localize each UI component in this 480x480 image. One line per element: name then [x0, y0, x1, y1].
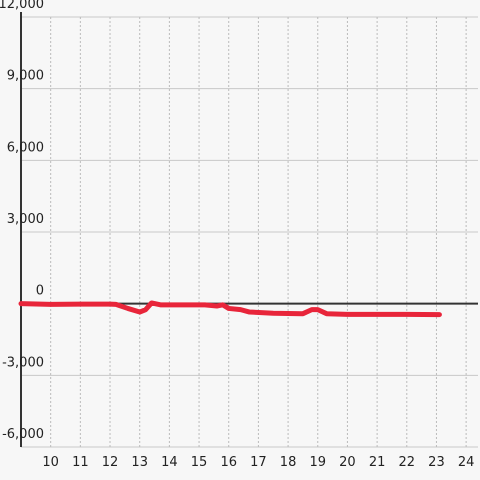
- x-tick-label: 20: [339, 455, 356, 470]
- x-tick-label: 15: [191, 455, 208, 470]
- x-tick-label: 12: [102, 455, 119, 470]
- x-tick-label: 24: [458, 455, 475, 470]
- x-tick-label: 23: [428, 455, 445, 470]
- x-tick-label: 10: [42, 455, 59, 470]
- x-tick-label: 14: [161, 455, 178, 470]
- x-tick-label: 19: [309, 455, 326, 470]
- y-tick-label: 6,000: [7, 140, 44, 155]
- y-tick-label: 0: [36, 284, 44, 299]
- data-line: [18, 300, 442, 318]
- labels: -6,000 -3,000 0 3,000 6,000 9,000 12,000 10 11 12…: [0, 0, 474, 470]
- x-tick-label: 13: [131, 455, 148, 470]
- x-tick-label: 16: [220, 455, 237, 470]
- x-tick-label: 22: [399, 455, 416, 470]
- y-tick-label: 9,000: [7, 69, 44, 84]
- x-tick-label: 17: [250, 455, 267, 470]
- y-tick-label: 12,000: [0, 0, 44, 12]
- marks: [18, 300, 442, 318]
- x-tick-label: 11: [72, 455, 89, 470]
- y-tick-label: -3,000: [2, 355, 44, 370]
- y-tick-label: -6,000: [2, 427, 44, 442]
- x-tick-label: 21: [369, 455, 386, 470]
- x-tick-label: 18: [280, 455, 297, 470]
- y-tick-label: 3,000: [7, 212, 44, 227]
